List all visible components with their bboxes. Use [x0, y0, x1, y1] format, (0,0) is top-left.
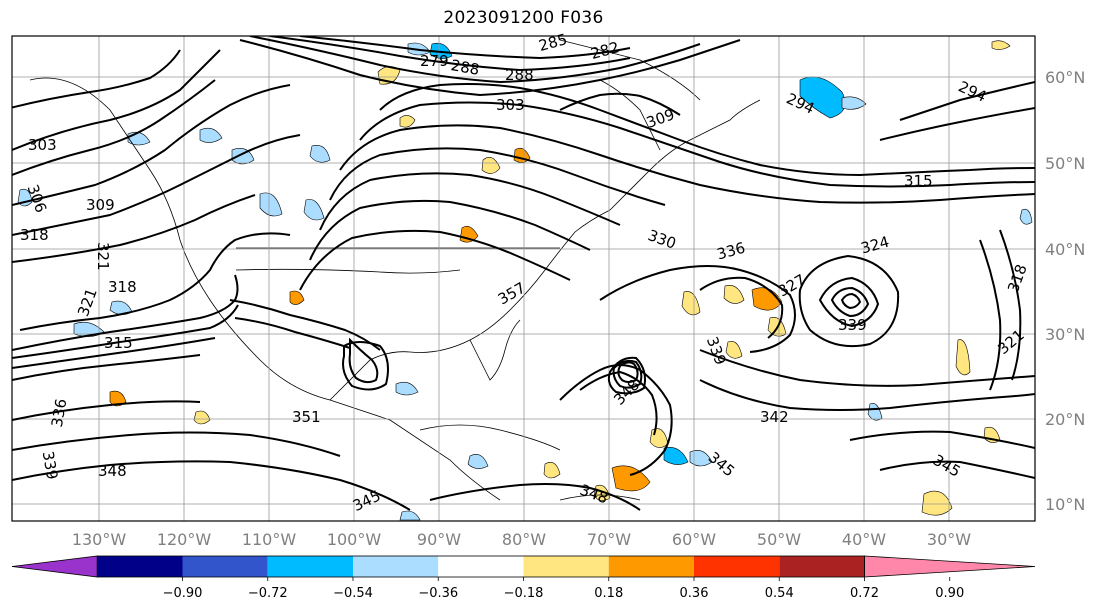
colorbar-tick-label: −0.18 — [504, 586, 544, 601]
lon-label: 120°W — [157, 530, 212, 549]
contour-label: 318 — [20, 226, 49, 244]
lon-label: 100°W — [327, 530, 382, 549]
colorbar-tick-label: −0.36 — [418, 586, 458, 601]
colorbar: −0.90 −0.72 −0.54 −0.36 −0.18 0.18 0.36 0.54 0.7… — [11, 555, 1036, 601]
colorbar-segment — [267, 556, 353, 577]
colorbar-extend-low — [11, 555, 98, 578]
colorbar-tick-label: 0.54 — [765, 586, 794, 601]
lon-label: 130°W — [72, 530, 127, 549]
lat-label: 50°N — [1045, 154, 1085, 173]
map-title: 2023091200 F036 — [443, 8, 604, 28]
lon-label: 80°W — [502, 530, 546, 549]
lon-label: 60°W — [672, 530, 716, 549]
lat-label: 30°N — [1045, 325, 1085, 344]
lat-label: 20°N — [1045, 410, 1085, 429]
contour-label: 348 — [98, 462, 127, 480]
colorbar-segment — [779, 556, 865, 577]
contour-label: 288 — [449, 56, 480, 79]
colorbar-segment — [353, 556, 439, 577]
lon-label: 110°W — [242, 530, 297, 549]
longitude-labels: 130°W 120°W 110°W 100°W 90°W 80°W 70°W 6… — [72, 530, 971, 549]
contour-label: 336 — [48, 397, 71, 428]
lon-label: 70°W — [587, 530, 631, 549]
colorbar-tick-label: 0.90 — [935, 586, 964, 601]
coastlines — [29, 39, 761, 501]
contour-label: 339 — [39, 450, 62, 481]
latitude-labels: 60°N 50°N 40°N 30°N 20°N 10°N — [1045, 68, 1085, 514]
shaded-field — [17, 40, 1033, 521]
colorbar-segment — [523, 556, 609, 577]
gridlines — [12, 36, 1035, 521]
contour-label: 321 — [94, 242, 112, 271]
colorbar-tick-label: 0.72 — [850, 586, 879, 601]
colorbar-segment — [608, 556, 694, 577]
lat-label: 60°N — [1045, 68, 1085, 87]
contour-lines — [12, 36, 1035, 511]
lon-label: 50°W — [757, 530, 801, 549]
contour-label: 279 — [420, 52, 449, 70]
colorbar-tick-label: −0.90 — [163, 586, 203, 601]
lon-label: 40°W — [842, 530, 886, 549]
contour-label: 315 — [904, 172, 933, 190]
colorbar-segment — [694, 556, 780, 577]
map-frame — [11, 35, 1036, 522]
contour-label: 309 — [86, 196, 115, 214]
lon-label: 30°W — [927, 530, 971, 549]
colorbar-segment — [438, 556, 524, 577]
lat-label: 40°N — [1045, 240, 1085, 259]
colorbar-tick-label: 0.18 — [594, 586, 623, 601]
map-area — [12, 36, 1035, 521]
colorbar-segment — [97, 556, 183, 577]
colorbar-extend-high — [864, 555, 1036, 578]
contour-label: 342 — [760, 408, 789, 426]
contour-label: 351 — [292, 408, 321, 426]
contour-label: 339 — [838, 316, 867, 334]
lat-label: 10°N — [1045, 495, 1085, 514]
colorbar-tick-label: 0.36 — [680, 586, 709, 601]
colorbar-tick-label: −0.54 — [333, 586, 373, 601]
colorbar-tick-label: −0.72 — [248, 586, 288, 601]
contour-label: 303 — [28, 136, 57, 154]
lon-label: 90°W — [417, 530, 461, 549]
contour-label: 318 — [108, 278, 137, 296]
contour-label: 315 — [104, 334, 133, 352]
contour-label: 288 — [505, 66, 534, 84]
colorbar-outline — [96, 555, 865, 578]
colorbar-segment — [182, 556, 268, 577]
contour-label: 303 — [496, 96, 525, 114]
